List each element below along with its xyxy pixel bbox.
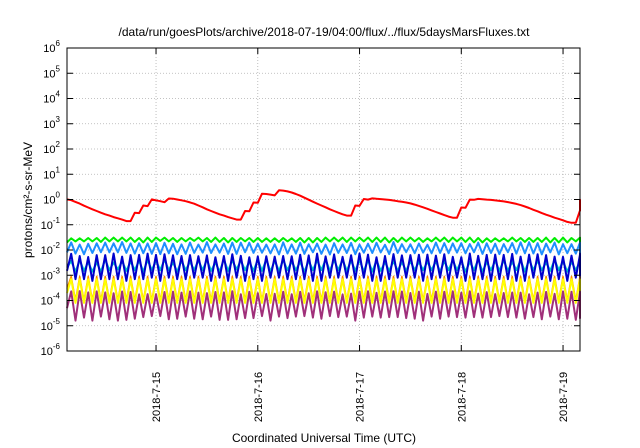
y-tick-label: 101 (43, 165, 60, 181)
series-line-1 (66, 236, 581, 244)
x-tick-label: 2018-7-16 (253, 372, 265, 422)
y-tick-label: 102 (43, 140, 60, 156)
x-tick-label: 2018-7-19 (558, 372, 570, 422)
y-tick-label: 100 (43, 191, 60, 207)
y-tick-label: 104 (43, 90, 60, 106)
x-axis-label: Coordinated Universal Time (UTC) (232, 431, 416, 445)
x-axis-ticks: 2018-7-15 2018-7-16 2018-7-17 2018-7-18 2018… (151, 48, 570, 422)
grid-lines (67, 48, 580, 351)
y-tick-label: 106 (43, 39, 60, 55)
y-tick-label: 105 (43, 64, 60, 80)
y-tick-label: 10-2 (41, 241, 61, 257)
y-tick-label: 10-1 (41, 216, 61, 232)
y-axis-ticks: 10-6 10-5 10-4 10-3 10-2 10-1 100 101 102 103 104 1… (41, 39, 580, 358)
chart-title: /data/run/goesPlots/archive/2018-07-19/0… (119, 25, 531, 39)
y-tick-label: 10-5 (41, 317, 61, 333)
y-tick-label: 10-3 (41, 266, 61, 282)
y-tick-label: 103 (43, 115, 60, 131)
series-line-0 (66, 189, 581, 224)
y-tick-label: 10-6 (41, 342, 61, 358)
y-tick-label: 10-4 (41, 292, 61, 308)
series-line-6 (66, 278, 581, 304)
y-axis-label: protons/cm²-s-sr-MeV (21, 142, 35, 258)
series-line-7 (66, 290, 581, 322)
series-line-4 (66, 252, 581, 282)
series-line-2 (66, 241, 581, 256)
x-tick-label: 2018-7-17 (355, 372, 367, 422)
x-tick-label: 2018-7-15 (151, 372, 163, 422)
x-tick-label: 2018-7-18 (456, 372, 468, 422)
series-layer (66, 189, 581, 322)
